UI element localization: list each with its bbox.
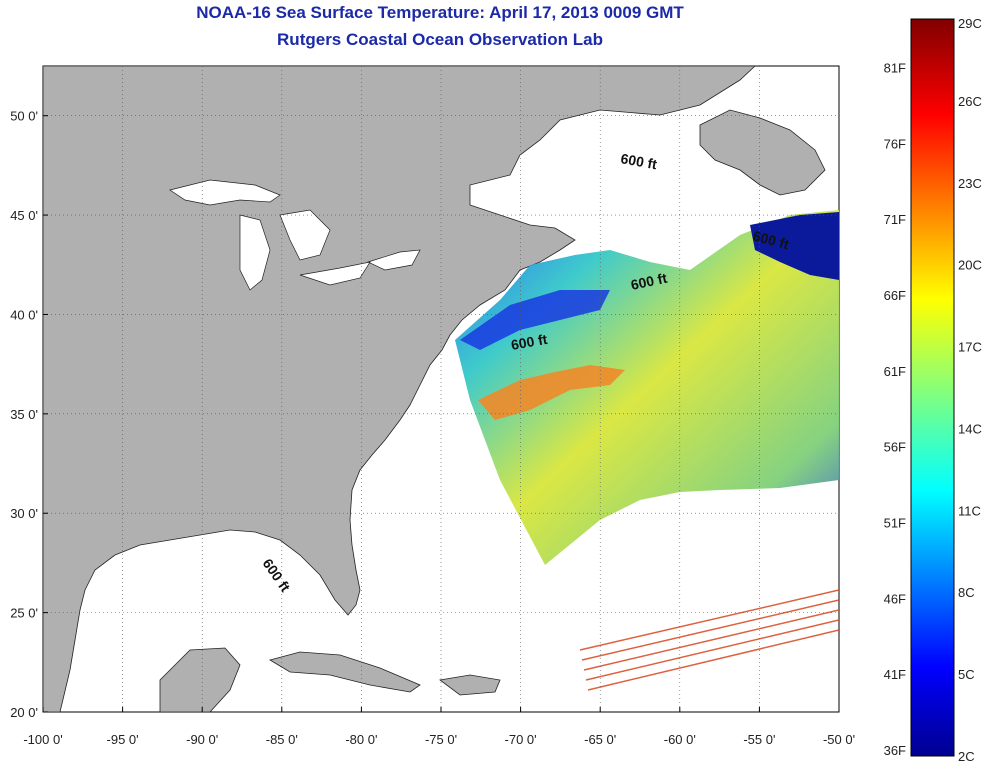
longitude-tick-label: -60 0' — [664, 732, 696, 747]
latitude-tick-label: 25 0' — [10, 606, 38, 621]
colorbar-fahrenheit-label: 36F — [884, 743, 906, 758]
colorbar-celsius-label: 14C — [958, 421, 982, 436]
latitude-tick-label: 50 0' — [10, 109, 38, 124]
colorbar-celsius-label: 26C — [958, 94, 982, 109]
colorbar-fahrenheit-label: 56F — [884, 440, 906, 455]
longitude-tick-label: -65 0' — [584, 732, 616, 747]
latitude-axis: 50 0' 45 0' 40 0' 35 0' 30 0' 25 0' 20 0' — [10, 109, 48, 720]
longitude-tick-label: -80 0' — [345, 732, 377, 747]
colorbar — [911, 19, 954, 756]
colorbar-fahrenheit-label: 51F — [884, 515, 906, 530]
colorbar-celsius-labels: 29C 26C 23C 20C 17C 14C 11C 8C 5C 2C — [958, 16, 982, 764]
colorbar-celsius-label: 17C — [958, 340, 982, 355]
colorbar-fahrenheit-labels: 81F 76F 71F 66F 61F 56F 51F 46F 41F 36F — [884, 61, 906, 758]
latitude-tick-label: 35 0' — [10, 407, 38, 422]
colorbar-fahrenheit-label: 46F — [884, 591, 906, 606]
latitude-tick-label: 40 0' — [10, 307, 38, 322]
latitude-tick-label: 20 0' — [10, 705, 38, 720]
colorbar-fahrenheit-label: 41F — [884, 667, 906, 682]
colorbar-celsius-label: 8C — [958, 585, 975, 600]
latitude-tick-label: 30 0' — [10, 506, 38, 521]
colorbar-fahrenheit-label: 66F — [884, 288, 906, 303]
longitude-tick-label: -70 0' — [505, 732, 537, 747]
latitude-tick-label: 45 0' — [10, 208, 38, 223]
colorbar-celsius-label: 23C — [958, 176, 982, 191]
longitude-tick-label: -100 0' — [23, 732, 62, 747]
longitude-axis: -100 0' -95 0' -90 0' -85 0' -80 0' -75 0' -70… — [23, 707, 855, 747]
colorbar-celsius-label: 5C — [958, 667, 975, 682]
longitude-tick-label: -90 0' — [186, 732, 218, 747]
longitude-tick-label: -95 0' — [107, 732, 139, 747]
longitude-tick-label: -55 0' — [743, 732, 775, 747]
longitude-tick-label: -75 0' — [425, 732, 457, 747]
colorbar-celsius-label: 2C — [958, 749, 975, 764]
colorbar-celsius-label: 29C — [958, 16, 982, 31]
colorbar-fahrenheit-label: 81F — [884, 61, 906, 76]
longitude-tick-label: -50 0' — [823, 732, 855, 747]
colorbar-celsius-label: 20C — [958, 258, 982, 273]
colorbar-fahrenheit-label: 61F — [884, 364, 906, 379]
longitude-tick-label: -85 0' — [266, 732, 298, 747]
colorbar-celsius-label: 11C — [958, 503, 981, 518]
colorbar-fahrenheit-label: 71F — [884, 212, 906, 227]
colorbar-fahrenheit-label: 76F — [884, 136, 906, 151]
